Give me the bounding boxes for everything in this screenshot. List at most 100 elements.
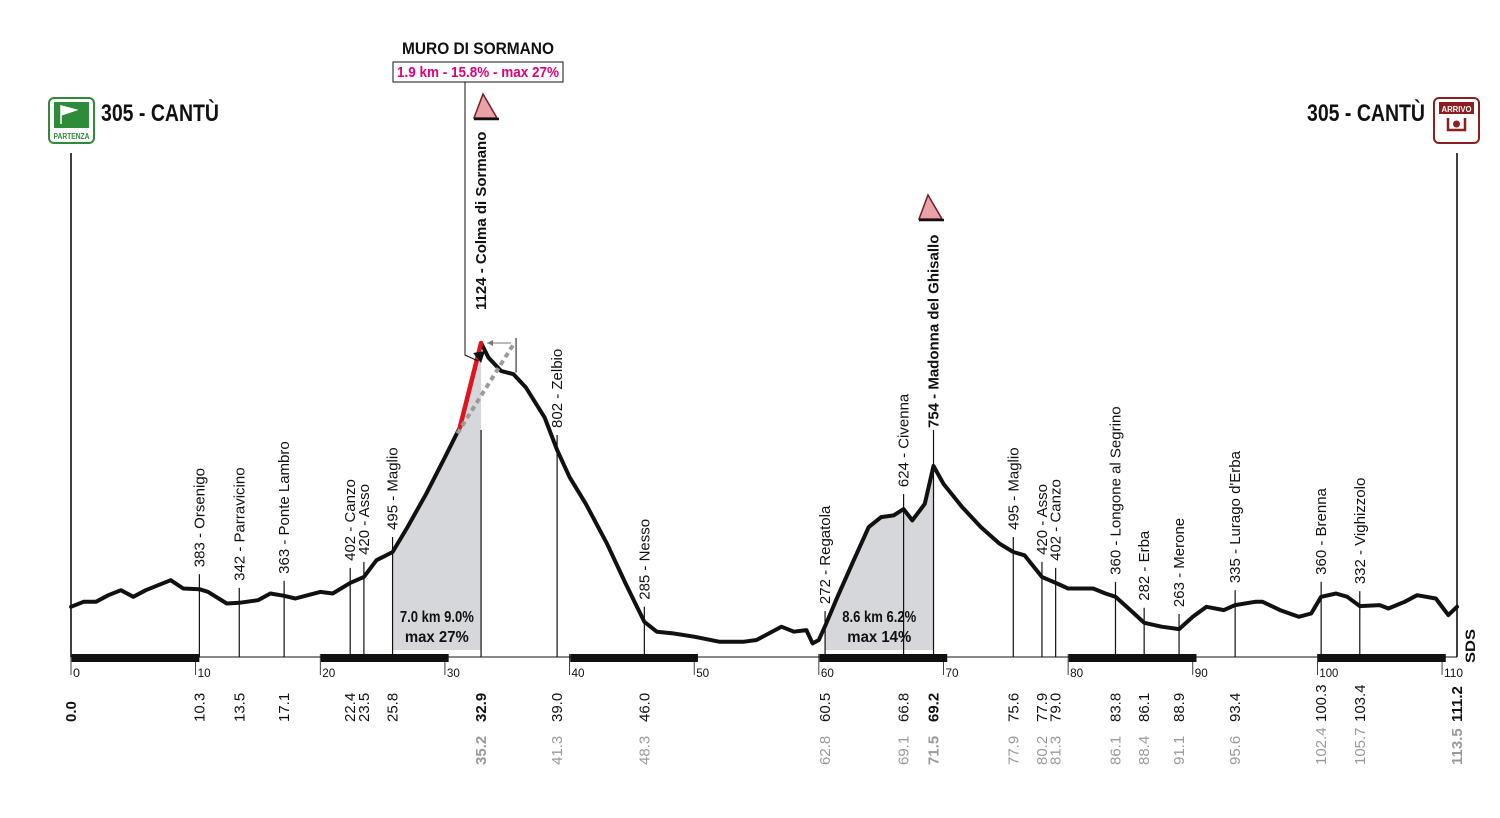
waypoint-km-to-go: 77.9 [1005,736,1022,765]
distance-tick-label: 110 [1444,666,1463,680]
elevation-line [69,341,1459,646]
waypoint-label: 402 - Canzo [1048,479,1065,561]
waypoint-km: 77.9 [1034,693,1051,722]
distance-tick-label: 0 [73,666,80,680]
waypoint-km-to-go: 91.1 [1171,736,1188,765]
waypoint-km-to-go: 102.4 [1313,727,1330,765]
waypoint-km-to-go: 88.4 [1136,736,1153,765]
climb-shading-2 [825,465,934,650]
waypoint-km: 32.9 [473,693,490,722]
waypoint-label: 624 - Civenna [896,393,913,487]
waypoint-label: 420 - Asso [356,484,373,555]
distance-bar-segment [570,654,698,662]
callout-arrow-head [473,351,486,363]
distance-bar-segment [71,654,200,662]
distance-tick-label: 10 [198,666,211,680]
distance-tick-label: 70 [945,666,958,680]
waypoint-label: 360 - Longone al Segrino [1107,406,1124,574]
waypoint-km: 17.1 [276,693,293,722]
distance-tick-label: 90 [1195,666,1208,680]
waypoint-km: 75.6 [1005,693,1022,722]
distance-tick-label: 60 [821,666,834,680]
waypoint-label: 282 - Erba [1136,530,1153,601]
summit-icon-shape [917,193,944,220]
finish-badge: ARRIVO [1433,97,1480,144]
climb-info-line1: 7.0 km 9.0% [400,609,474,626]
waypoint-label: 1124 - Colma di Sormano [473,132,490,310]
waypoint-km: 23.5 [356,693,373,722]
waypoint-km-to-go: 80.2 [1034,736,1051,765]
waypoint-label: 342 - Parravicino [231,467,248,580]
distance-bar-segment [1318,654,1446,662]
climb-shading-1 [392,343,482,650]
waypoint-km: 100.3 [1313,684,1330,722]
waypoint-label: 802 - Zelbio [549,349,566,428]
finish-location-label: 305 - CANTÙ [1307,99,1425,127]
waypoint-km-to-go: 62.8 [817,736,834,765]
waypoint-label: 420 - Asso [1034,484,1051,555]
waypoint-km-to-go: 71.5 [926,736,943,765]
finish-line-icon [1446,118,1467,132]
callout-title: MURO DI SORMANO [402,39,554,58]
callout-detail: 1.9 km - 15.8% - max 27% [397,64,559,81]
waypoint-km-to-go: 69.1 [896,736,913,765]
waypoint-label: 495 - Maglio [385,447,402,530]
waypoint-km-to-go: 95.6 [1227,736,1244,765]
waypoint-km-to-go: 81.3 [1048,736,1065,765]
climb-info-line2: max 14% [847,629,911,646]
finish-badge-text: ARRIVO [1442,105,1472,114]
waypoint-km: 66.8 [896,693,913,722]
waypoint-km: 86.1 [1136,693,1153,722]
waypoint-km: 79.0 [1048,693,1065,722]
waypoint-km-to-go: 86.1 [1107,736,1124,765]
waypoint-km: 10.3 [191,693,208,722]
callout-leader [464,82,479,362]
waypoint-km: 93.4 [1227,693,1244,722]
waypoint-label: 272 - Regatola [817,505,834,604]
waypoint-label: 335 - Lurago d'Erba [1227,450,1244,583]
waypoint-label: 363 - Ponte Lambro [276,441,293,574]
waypoint-km-to-go: 35.2 [473,736,490,765]
start-badge: PARTENZA [48,97,95,144]
start-flag-icon [60,105,79,124]
waypoint-km: 25.8 [385,693,402,722]
summit-icon [917,193,944,222]
waypoint-km-to-go: 41.3 [549,736,566,765]
start-badge-text: PARTENZA [54,132,90,141]
waypoint-km: 83.8 [1107,693,1124,722]
waypoint-km-to-go: 48.3 [636,736,653,765]
distance-bar-segment [1068,654,1197,662]
waypoint-km: 88.9 [1171,693,1188,722]
waypoint-km-to-go: 105.7 [1352,727,1369,765]
finish-line-icon-dot [1453,120,1460,128]
waypoint-label: 495 - Maglio [1005,447,1022,530]
sds-mark: SDS [1462,629,1478,663]
distance-bar-segment [819,654,948,662]
waypoint-km: 22.4 [342,693,359,722]
endpoint-km-to-go: 113.5 [1449,728,1466,765]
waypoint-label: 383 - Orsenigo [191,468,208,567]
distance-tick-label: 100 [1319,666,1338,680]
distance-tick-label: 20 [322,666,335,680]
endpoint-km: 0.0 [63,701,80,722]
distance-tick-label: 30 [447,666,460,680]
start-badge-panel [54,102,89,128]
waypoint-km: 13.5 [231,693,248,722]
waypoint-label: 754 - Madonna del Ghisallo [926,235,943,428]
waypoint-label: 332 - Vighizzolo [1352,478,1369,584]
endpoint-km: 111.2 [1449,686,1466,722]
waypoint-km: 103.4 [1352,684,1369,722]
waypoint-km: 60.5 [817,693,834,722]
start-location-label: 305 - CANTÙ [101,99,219,127]
callout-box [392,61,564,83]
distance-tick-label: 80 [1070,666,1083,680]
waypoint-label: 263 - Merone [1171,518,1188,607]
waypoint-label: 360 - Brenna [1313,487,1330,574]
distance-tick-label: 50 [696,666,709,680]
summit-icon [472,92,499,121]
waypoint-km: 46.0 [636,693,653,722]
distance-bar-segment [320,654,449,662]
finish-badge-header [1439,102,1474,114]
